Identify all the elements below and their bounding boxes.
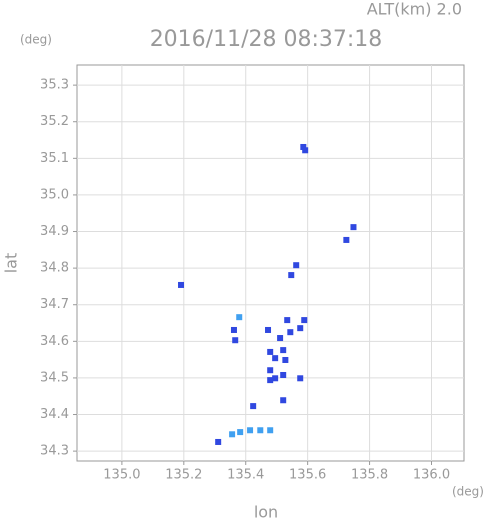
echo-point — [302, 147, 309, 154]
echo-point — [272, 355, 279, 362]
x-tick-label: 135.8 — [351, 468, 388, 483]
echo-point — [229, 431, 236, 438]
echo-point — [282, 356, 289, 363]
y-tick-label: 34.9 — [40, 224, 69, 239]
echo-point — [284, 317, 291, 324]
echo-point — [230, 326, 237, 333]
echo-point — [350, 224, 357, 231]
echo-point — [237, 429, 244, 436]
y-tick-label: 34.5 — [40, 370, 69, 385]
echo-point — [178, 281, 185, 288]
plot-frame — [76, 64, 465, 462]
y-axis-label: lat — [2, 253, 21, 274]
x-tick-label: 135.0 — [103, 468, 140, 483]
x-tick-label: 135.4 — [227, 468, 264, 483]
echo-point — [277, 335, 284, 342]
y-tick-label: 35.3 — [40, 78, 69, 93]
echo-point — [297, 325, 304, 332]
y-tick-label: 34.7 — [40, 297, 69, 312]
y-tick-label: 35.1 — [40, 151, 69, 166]
echo-point — [280, 347, 287, 354]
x-tick-label: 135.2 — [165, 468, 202, 483]
echo-point — [257, 427, 264, 434]
echo-point — [297, 375, 304, 382]
echo-point — [280, 371, 287, 378]
x-axis-label: lon — [254, 503, 278, 522]
echo-point — [267, 427, 274, 434]
echo-point — [272, 375, 279, 382]
echo-point — [288, 272, 295, 279]
echo-point — [232, 337, 239, 344]
echo-point — [343, 236, 350, 243]
x-tick-label: 136.0 — [413, 468, 450, 483]
y-tick-label: 34.8 — [40, 261, 69, 276]
y-tick-label: 35.2 — [40, 114, 69, 129]
echo-point — [293, 262, 300, 269]
y-unit: (deg) — [20, 33, 52, 47]
echo-point — [267, 377, 274, 384]
y-tick-label: 34.4 — [40, 407, 69, 422]
echo-point — [301, 317, 308, 324]
x-tick-label: 135.6 — [289, 468, 326, 483]
y-tick-label: 34.6 — [40, 334, 69, 349]
echo-point — [236, 314, 243, 321]
subtitle: ALT(km) 2.0 — [367, 0, 462, 19]
x-unit: (deg) — [452, 485, 484, 499]
echo-point — [267, 348, 274, 355]
echo-point — [287, 329, 294, 336]
chart-title: 2016/11/28 08:37:18 — [150, 27, 383, 52]
y-tick-label: 35.0 — [40, 187, 69, 202]
echo-point — [215, 438, 222, 445]
echo-point — [300, 143, 307, 150]
echo-point — [280, 397, 287, 404]
y-tick-label: 34.3 — [40, 444, 69, 459]
echo-point — [265, 326, 272, 333]
echo-point — [247, 427, 254, 434]
echo-point — [267, 367, 274, 374]
echo-point — [250, 403, 257, 410]
